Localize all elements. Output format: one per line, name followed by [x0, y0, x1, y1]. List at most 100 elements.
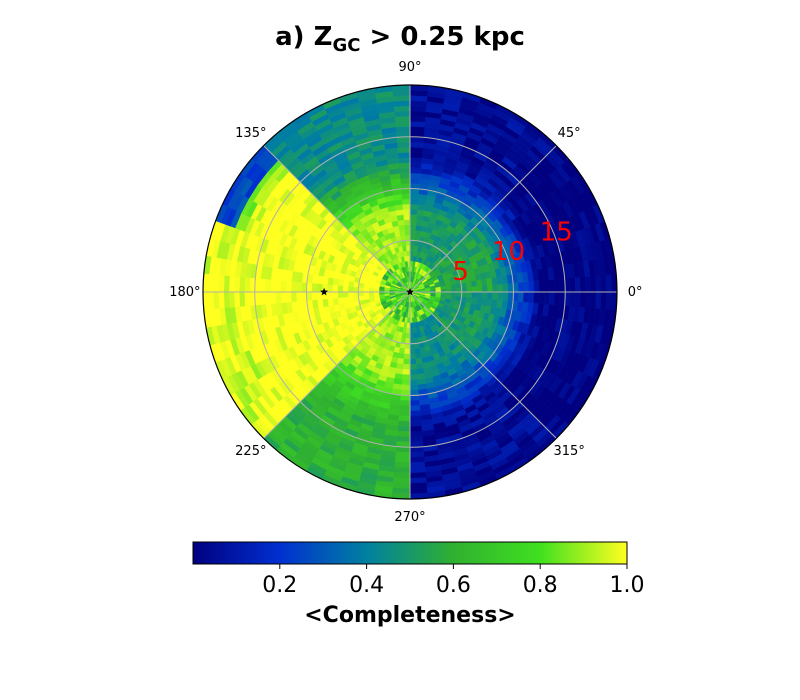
colorbar-ticks: 0.2 0.4 0.6 0.8 1.0 [262, 564, 645, 598]
heatmap-cell [342, 285, 349, 293]
heatmap-cell [471, 285, 478, 293]
heatmap-cell [403, 358, 411, 365]
heatmap-cell [409, 353, 417, 360]
heatmap-cell [450, 295, 457, 301]
heatmap-cell [409, 141, 424, 148]
heatmap-cell [409, 472, 427, 479]
heatmap-cell [290, 281, 297, 293]
heatmap-cell [368, 288, 375, 293]
heatmap-cell [409, 188, 420, 195]
heatmap-cell [543, 291, 550, 305]
heatmap-cell [395, 451, 411, 458]
heatmap-cell [409, 110, 427, 117]
heatmap-cell [393, 100, 411, 107]
heatmap-cell [409, 358, 417, 365]
heatmap-cell [409, 229, 416, 236]
heatmap-cell [414, 229, 422, 237]
heatmap-cell [342, 280, 350, 287]
heatmap-cell [409, 436, 424, 443]
heatmap-cell [409, 224, 417, 231]
title-subscript: GC [332, 35, 361, 56]
heatmap-cell [207, 291, 215, 310]
heatmap-cell [543, 279, 550, 293]
heatmap-cell [398, 347, 406, 355]
heatmap-cell [518, 291, 525, 303]
heatmap-cell [409, 214, 417, 221]
heatmap-cell [275, 291, 282, 304]
heatmap-cell [409, 451, 425, 458]
heatmap-cell [409, 146, 423, 154]
heatmap-cell [393, 477, 411, 484]
heatmap-cell [396, 436, 411, 443]
heatmap-cell [409, 152, 423, 159]
heatmap-cell [409, 157, 422, 164]
heatmap-cell [399, 172, 411, 179]
heatmap-cell [409, 219, 417, 226]
heatmap-cell [409, 121, 426, 128]
heatmap-cell [398, 167, 411, 174]
heatmap-cell [399, 177, 411, 184]
colorbar-gradient [192, 541, 628, 565]
heatmap-cell [523, 281, 530, 293]
heatmap-cell [409, 177, 421, 184]
heatmap-cell [397, 425, 411, 432]
heatmap-cell [404, 348, 411, 355]
heatmap-cell [409, 162, 422, 169]
heatmap-cell [402, 203, 411, 210]
heatmap-cell [402, 208, 411, 215]
heatmap-cell [259, 291, 266, 306]
heatmap-cell [404, 229, 411, 236]
radial-tick-label: 10 [492, 237, 525, 267]
heatmap-cell [326, 284, 333, 293]
heatmap-cell [523, 291, 530, 303]
heatmap-cell [445, 294, 452, 300]
heatmap-cell [497, 291, 504, 301]
heatmap-cell [600, 291, 607, 310]
heatmap-cell [585, 291, 592, 309]
heatmap-cell [409, 374, 418, 381]
heatmap-cell [600, 274, 607, 293]
heatmap-cell [213, 291, 220, 310]
heatmap-cell [403, 353, 411, 360]
heatmap-cell [398, 415, 411, 422]
heatmap-cell [392, 482, 411, 489]
angle-tick-label: 180° [169, 285, 200, 300]
heatmap-cell [502, 283, 509, 293]
heatmap-cell [223, 291, 230, 309]
heatmap-cell [476, 285, 483, 293]
angle-tick-label: 270° [394, 510, 425, 525]
heatmap-cell [347, 280, 355, 288]
heatmap-cell [507, 282, 514, 293]
heatmap-cell [207, 274, 215, 293]
heatmap-cell [409, 379, 419, 386]
heatmap-cell [461, 291, 468, 298]
heatmap-cell [405, 338, 411, 344]
heatmap-cell [394, 121, 411, 128]
heatmap-cell [233, 276, 241, 293]
heatmap-cell [228, 291, 235, 309]
heatmap-cell [403, 214, 411, 221]
heatmap-cell [223, 275, 230, 293]
heatmap-cell [402, 369, 411, 376]
heatmap-cell [401, 193, 411, 200]
heatmap-cell [569, 291, 576, 307]
heatmap-cell [405, 245, 411, 251]
heatmap-cell [605, 291, 613, 310]
heatmap-cell [218, 275, 225, 293]
colorbar-tick-label: 1.0 [610, 573, 645, 598]
heatmap-cell [554, 278, 561, 293]
heatmap-cell [392, 89, 411, 97]
heatmap-cell [481, 285, 488, 293]
heatmap-cell [275, 280, 282, 293]
colorbar: 0.2 0.4 0.6 0.8 1.0 <Completeness> [192, 541, 645, 628]
heatmap-cell [548, 291, 556, 305]
heatmap-cell [470, 297, 478, 304]
heatmap-cell [492, 291, 499, 300]
heatmap-cell [395, 126, 411, 133]
radial-tick-label: 5 [452, 257, 469, 287]
heatmap-cell [409, 198, 419, 205]
heatmap-cell [409, 482, 428, 489]
heatmap-cell [396, 141, 411, 148]
heatmap-cell [409, 95, 428, 102]
heatmap-cell [332, 285, 339, 293]
